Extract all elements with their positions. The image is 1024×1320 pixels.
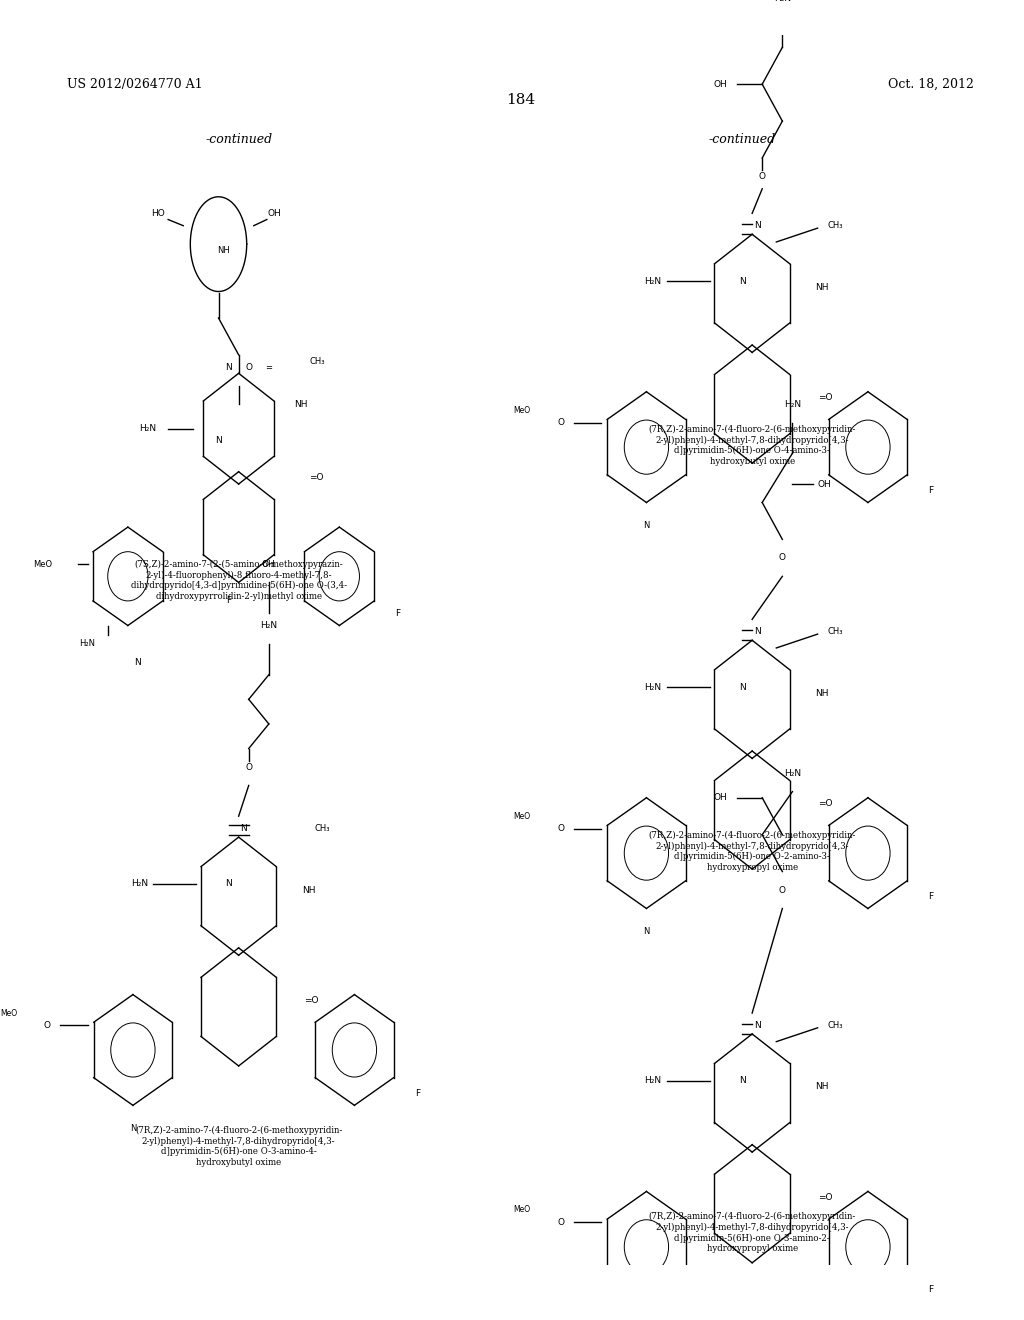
Text: N: N	[225, 363, 232, 372]
Text: NH: NH	[815, 1082, 829, 1092]
Text: O: O	[245, 363, 252, 372]
Text: =O: =O	[304, 997, 318, 1006]
Text: O: O	[557, 418, 564, 428]
Text: H₂N: H₂N	[774, 0, 791, 3]
Text: =O: =O	[817, 1193, 833, 1203]
Text: (7S,Z)-2-amino-7-(2-(5-amino-6-methoxypyrazin-
2-yl)-4-fluorophenyl)-8,fluoro-4-: (7S,Z)-2-amino-7-(2-(5-amino-6-methoxypy…	[131, 560, 347, 601]
Text: HO: HO	[152, 209, 165, 218]
Text: F: F	[415, 1089, 420, 1097]
Text: =O: =O	[309, 474, 324, 482]
Text: OH: OH	[714, 793, 727, 803]
Text: N: N	[738, 682, 745, 692]
Text: CH₃: CH₃	[827, 1020, 843, 1030]
Text: =: =	[265, 363, 272, 372]
Text: N: N	[643, 927, 649, 936]
Text: (7R,Z)-2-amino-7-(4-fluoro-2-(6-methoxypyridin-
2-yl)phenyl)-4-methyl-7,8-dihydr: (7R,Z)-2-amino-7-(4-fluoro-2-(6-methoxyp…	[648, 832, 856, 871]
Text: N: N	[738, 1076, 745, 1085]
Text: N: N	[754, 1020, 761, 1030]
Text: N: N	[215, 437, 222, 445]
Text: 184: 184	[506, 92, 536, 107]
Text: F: F	[929, 1286, 934, 1295]
Text: MeO: MeO	[513, 812, 530, 821]
Text: N: N	[754, 222, 761, 230]
Text: H₂N: H₂N	[139, 424, 157, 433]
Text: OH: OH	[262, 560, 275, 569]
Text: (7R,Z)-2-amino-7-(4-fluoro-2-(6-methoxypyridin-
2-yl)phenyl)-4-methyl-7,8-dihydr: (7R,Z)-2-amino-7-(4-fluoro-2-(6-methoxyp…	[135, 1126, 342, 1167]
Text: (7R,Z)-2-amino-7-(4-fluoro-2-(6-methoxypyridin-
2-yl)phenyl)-4-methyl-7,8-dihydr: (7R,Z)-2-amino-7-(4-fluoro-2-(6-methoxyp…	[648, 1212, 856, 1253]
Text: O: O	[245, 763, 252, 771]
Text: O: O	[557, 1218, 564, 1226]
Text: O: O	[779, 886, 785, 895]
Text: H₂N: H₂N	[644, 277, 662, 285]
Text: N: N	[738, 277, 745, 285]
Text: F: F	[226, 597, 231, 606]
Text: N: N	[754, 627, 761, 636]
Text: CH₃: CH₃	[309, 356, 325, 366]
Text: NH: NH	[815, 689, 829, 698]
Text: N: N	[241, 824, 247, 833]
Text: O: O	[759, 172, 766, 181]
Text: H₂N: H₂N	[80, 639, 95, 648]
Text: CH₃: CH₃	[827, 222, 843, 230]
Text: Oct. 18, 2012: Oct. 18, 2012	[888, 78, 974, 91]
Text: =O: =O	[817, 393, 833, 403]
Text: OH: OH	[817, 479, 831, 488]
Text: F: F	[929, 892, 934, 900]
Text: N: N	[225, 879, 232, 888]
Text: US 2012/0264770 A1: US 2012/0264770 A1	[68, 78, 203, 91]
Text: N: N	[130, 1123, 136, 1133]
Text: O: O	[557, 824, 564, 833]
Text: F: F	[394, 609, 399, 618]
Text: H₂N: H₂N	[783, 768, 801, 777]
Text: O: O	[44, 1020, 51, 1030]
Text: H₂N: H₂N	[131, 879, 148, 888]
Text: OH: OH	[267, 209, 281, 218]
Text: N: N	[643, 521, 649, 529]
Text: CH₃: CH₃	[314, 824, 330, 833]
Text: NH: NH	[815, 282, 829, 292]
Text: OH: OH	[714, 79, 727, 88]
Text: N: N	[134, 657, 141, 667]
Text: -continued: -continued	[709, 133, 775, 147]
Text: =O: =O	[817, 800, 833, 808]
Text: H₂N: H₂N	[644, 682, 662, 692]
Text: MeO: MeO	[33, 560, 52, 569]
Text: H₂N: H₂N	[644, 1076, 662, 1085]
Text: MeO: MeO	[0, 1008, 17, 1018]
Text: MeO: MeO	[513, 1205, 530, 1214]
Text: O: O	[779, 553, 785, 562]
Text: CH₃: CH₃	[827, 627, 843, 636]
Text: H₂N: H₂N	[260, 620, 278, 630]
Text: -continued: -continued	[205, 133, 272, 147]
Text: (7R,Z)-2-amino-7-(4-fluoro-2-(6-methoxypyridin-
2-yl)phenyl)-4-methyl-7,8-dihydr: (7R,Z)-2-amino-7-(4-fluoro-2-(6-methoxyp…	[648, 425, 856, 466]
Text: MeO: MeO	[513, 405, 530, 414]
Text: H₂N: H₂N	[783, 400, 801, 409]
Text: NH: NH	[294, 400, 307, 409]
Text: NH: NH	[217, 246, 230, 255]
Text: NH: NH	[302, 886, 315, 895]
Text: F: F	[929, 486, 934, 495]
